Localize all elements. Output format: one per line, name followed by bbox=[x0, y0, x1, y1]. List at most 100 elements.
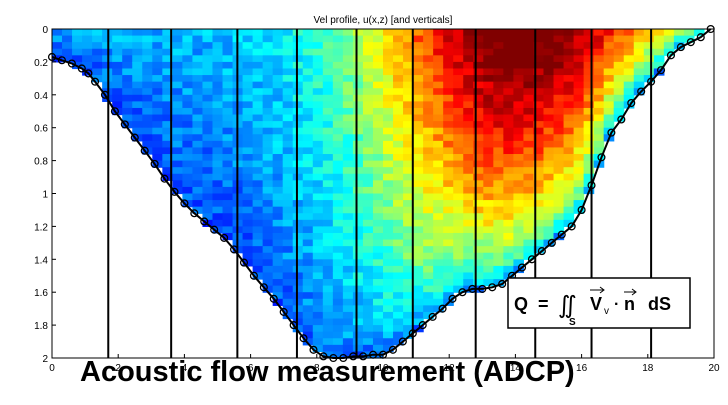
velocity-cell bbox=[653, 61, 665, 70]
velocity-cell bbox=[533, 206, 545, 214]
velocity-cell bbox=[322, 173, 334, 181]
velocity-cell bbox=[272, 265, 284, 274]
velocity-cell bbox=[443, 292, 454, 300]
velocity-cell bbox=[372, 298, 384, 306]
velocity-cell bbox=[413, 298, 424, 306]
velocity-cell bbox=[443, 200, 454, 208]
velocity-cell bbox=[352, 259, 364, 267]
velocity-cell bbox=[563, 94, 575, 102]
velocity-cell bbox=[633, 29, 645, 37]
velocity-cell bbox=[563, 68, 575, 76]
bed-point bbox=[666, 51, 676, 60]
velocity-cell bbox=[423, 140, 434, 149]
bed-point bbox=[269, 294, 278, 303]
velocity-cell bbox=[212, 75, 224, 83]
velocity-cell bbox=[222, 101, 234, 109]
velocity-cell bbox=[302, 55, 314, 63]
velocity-cell bbox=[162, 35, 173, 43]
velocity-cell bbox=[603, 81, 615, 89]
velocity-cell bbox=[623, 68, 635, 76]
velocity-cell bbox=[332, 311, 344, 320]
velocity-cell bbox=[433, 42, 444, 50]
velocity-cell bbox=[122, 94, 133, 102]
velocity-cell bbox=[383, 285, 394, 293]
velocity-cell bbox=[423, 61, 434, 70]
velocity-cell bbox=[533, 173, 545, 181]
velocity-cell bbox=[573, 186, 585, 195]
velocity-cell bbox=[463, 246, 474, 254]
velocity-cell bbox=[172, 29, 183, 37]
velocity-cell bbox=[282, 154, 294, 162]
velocity-cell bbox=[352, 160, 364, 168]
velocity-cell bbox=[433, 48, 444, 56]
velocity-cell bbox=[523, 68, 535, 76]
velocity-cell bbox=[342, 279, 354, 287]
velocity-cell bbox=[322, 226, 334, 234]
velocity-cell bbox=[362, 180, 374, 188]
velocity-cell bbox=[322, 351, 334, 359]
velocity-cell bbox=[262, 55, 274, 63]
velocity-cell bbox=[362, 121, 374, 129]
velocity-cell bbox=[463, 167, 474, 175]
velocity-cell bbox=[523, 29, 535, 37]
velocity-cell bbox=[362, 305, 374, 313]
velocity-cell bbox=[483, 75, 494, 83]
velocity-cell bbox=[272, 61, 284, 70]
velocity-cell bbox=[493, 94, 504, 102]
velocity-cell bbox=[202, 101, 214, 109]
velocity-cell bbox=[393, 193, 404, 201]
velocity-cell bbox=[202, 180, 214, 188]
velocity-cell bbox=[352, 180, 364, 188]
velocity-cell bbox=[403, 219, 414, 227]
velocity-cell bbox=[262, 206, 274, 214]
velocity-cell bbox=[483, 94, 494, 102]
bed-point bbox=[57, 56, 66, 65]
velocity-cell bbox=[262, 48, 274, 56]
velocity-cell bbox=[483, 35, 494, 43]
velocity-cell bbox=[302, 160, 314, 168]
velocity-cell bbox=[302, 252, 314, 260]
velocity-cell bbox=[483, 259, 494, 267]
velocity-cell bbox=[553, 68, 565, 76]
velocity-cell bbox=[473, 265, 484, 274]
velocity-cell bbox=[322, 285, 334, 293]
velocity-cell bbox=[423, 186, 434, 195]
velocity-cell bbox=[282, 147, 294, 155]
velocity-cell bbox=[312, 61, 324, 70]
velocity-cell bbox=[493, 42, 504, 50]
x-tick-label: 6 bbox=[248, 363, 254, 374]
velocity-cell bbox=[352, 311, 364, 320]
velocity-cell bbox=[563, 206, 575, 214]
velocity-cell bbox=[433, 186, 444, 195]
velocity-cell bbox=[292, 259, 304, 267]
velocity-cell bbox=[393, 246, 404, 254]
velocity-cell bbox=[603, 94, 615, 102]
velocity-cell bbox=[242, 94, 254, 102]
velocity-cell bbox=[613, 35, 625, 43]
velocity-cell bbox=[593, 114, 605, 122]
velocity-cell bbox=[473, 226, 484, 234]
y-tick-label: 1.4 bbox=[34, 255, 48, 266]
velocity-cell bbox=[172, 160, 183, 168]
bed-point bbox=[686, 38, 695, 47]
velocity-cell bbox=[393, 167, 404, 175]
velocity-cell bbox=[242, 48, 254, 56]
velocity-cell bbox=[433, 154, 444, 162]
velocity-cell bbox=[302, 48, 314, 56]
velocity-cell bbox=[593, 55, 605, 63]
velocity-cell bbox=[202, 75, 214, 83]
velocity-cell bbox=[312, 29, 324, 37]
velocity-cell bbox=[222, 147, 234, 155]
velocity-cell bbox=[593, 127, 605, 135]
velocity-cell bbox=[383, 325, 394, 333]
velocity-cell bbox=[503, 29, 514, 37]
velocity-cell bbox=[493, 121, 504, 129]
velocity-cell bbox=[463, 61, 474, 70]
velocity-cell bbox=[192, 140, 204, 149]
velocity-cell bbox=[362, 186, 374, 195]
velocity-cell bbox=[332, 272, 344, 280]
velocity-cell bbox=[503, 35, 514, 43]
velocity-cell bbox=[192, 81, 204, 89]
velocity-cell bbox=[342, 180, 354, 188]
velocity-cell bbox=[483, 147, 494, 155]
